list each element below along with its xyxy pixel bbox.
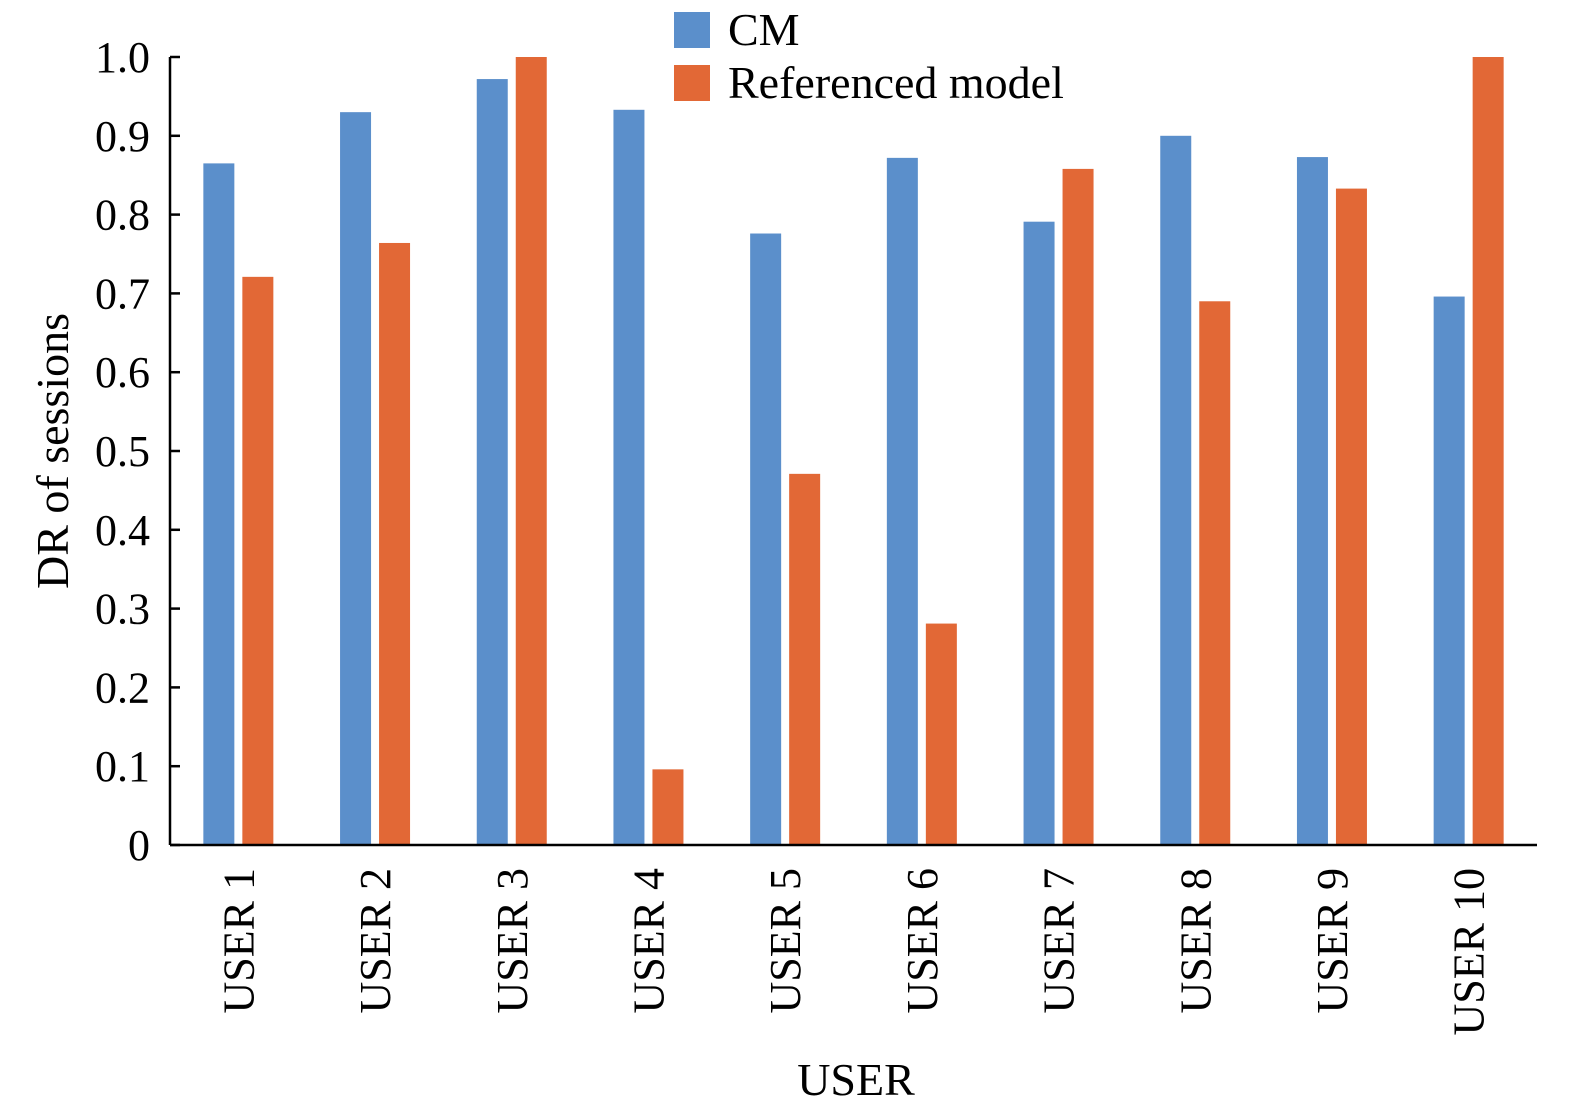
y-tick-label: 0.2 xyxy=(95,663,150,712)
bar-cm-6 xyxy=(886,157,918,845)
y-tick-label: 0.6 xyxy=(95,348,150,397)
x-category-label: USER 3 xyxy=(488,868,537,1013)
legend-swatch-referenced-model xyxy=(674,65,710,101)
bar-referenced-model-9 xyxy=(1335,188,1367,845)
bar-cm-5 xyxy=(750,233,782,846)
bar-referenced-model-6 xyxy=(925,623,957,845)
y-tick-label: 1.0 xyxy=(95,33,150,82)
x-category-label: USER 1 xyxy=(214,868,263,1013)
bar-cm-4 xyxy=(613,109,645,845)
x-category-label: USER 4 xyxy=(624,868,673,1013)
y-tick-label: 0.5 xyxy=(95,427,150,476)
x-category-label: USER 10 xyxy=(1445,868,1494,1035)
y-ticks-group: 0 0.1 0.2 0.3 0.4 0.5 0.6 0.7 0.8 0.9 1.0 xyxy=(95,33,180,870)
bar-referenced-model-4 xyxy=(652,769,684,845)
bars-group xyxy=(203,57,1504,846)
bar-cm-7 xyxy=(1023,221,1055,845)
x-axis-label: USER xyxy=(797,1054,915,1105)
bar-referenced-model-10 xyxy=(1472,57,1504,845)
y-tick-label: 0.9 xyxy=(95,112,150,161)
bar-cm-3 xyxy=(476,79,508,845)
y-tick-label: 0.3 xyxy=(95,585,150,634)
x-category-label: USER 8 xyxy=(1171,868,1220,1013)
legend-label-referenced-model: Referenced model xyxy=(728,57,1064,108)
bar-cm-2 xyxy=(340,112,372,845)
y-tick-label: 0.4 xyxy=(95,506,150,555)
y-tick-label: 0.7 xyxy=(95,269,150,318)
x-category-label: USER 9 xyxy=(1308,868,1357,1013)
bar-referenced-model-5 xyxy=(789,473,821,845)
bar-cm-10 xyxy=(1433,296,1465,845)
x-categories-group: USER 1 USER 2 USER 3 USER 4 USER 5 USER 6 USER… xyxy=(214,868,1493,1035)
y-tick-label: 0 xyxy=(128,821,150,870)
bar-cm-9 xyxy=(1296,157,1328,846)
bar-referenced-model-3 xyxy=(515,57,547,845)
bar-referenced-model-8 xyxy=(1199,301,1231,845)
x-category-label: USER 6 xyxy=(898,868,947,1013)
y-axis-label: DR of sessions xyxy=(27,313,78,589)
legend-swatch-cm xyxy=(674,12,710,48)
legend-label-cm: CM xyxy=(728,4,800,55)
x-category-label: USER 2 xyxy=(351,868,400,1013)
bar-referenced-model-2 xyxy=(379,242,411,845)
bar-referenced-model-7 xyxy=(1062,168,1094,845)
y-tick-label: 0.1 xyxy=(95,742,150,791)
x-category-label: USER 5 xyxy=(761,868,810,1013)
y-tick-label: 0.8 xyxy=(95,191,150,240)
bar-cm-1 xyxy=(203,163,235,845)
x-category-label: USER 7 xyxy=(1035,868,1084,1013)
bar-cm-8 xyxy=(1160,135,1192,846)
bar-referenced-model-1 xyxy=(242,276,274,845)
